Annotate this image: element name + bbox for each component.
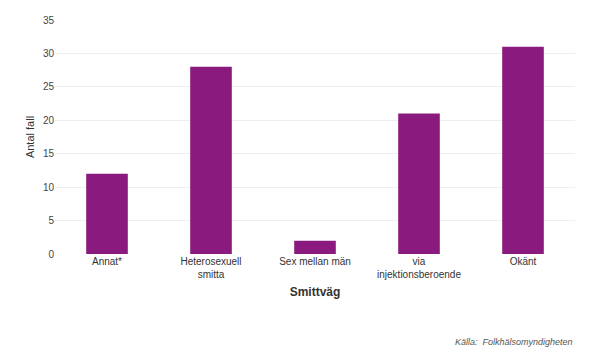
svg-text:20: 20 — [43, 115, 55, 126]
svg-text:25: 25 — [43, 81, 55, 92]
svg-text:10: 10 — [43, 182, 55, 193]
svg-text:viainjektionsberoende: viainjektionsberoende — [377, 256, 461, 280]
svg-text:Smittväg: Smittväg — [290, 285, 341, 299]
svg-text:0: 0 — [48, 249, 54, 260]
svg-text:15: 15 — [43, 148, 55, 159]
svg-text:Källa: Folkhälsomyndigheten: Källa: Folkhälsomyndigheten — [455, 337, 573, 347]
svg-text:30: 30 — [43, 48, 55, 59]
svg-text:35: 35 — [43, 15, 55, 26]
svg-text:Heterosexuellsmitta: Heterosexuellsmitta — [180, 256, 241, 280]
svg-text:Annat*: Annat* — [92, 256, 122, 267]
svg-text:Sex mellan män: Sex mellan män — [279, 256, 351, 267]
svg-text:Antal fall: Antal fall — [24, 116, 36, 158]
svg-text:Okänt: Okänt — [510, 256, 537, 267]
svg-text:5: 5 — [48, 215, 54, 226]
